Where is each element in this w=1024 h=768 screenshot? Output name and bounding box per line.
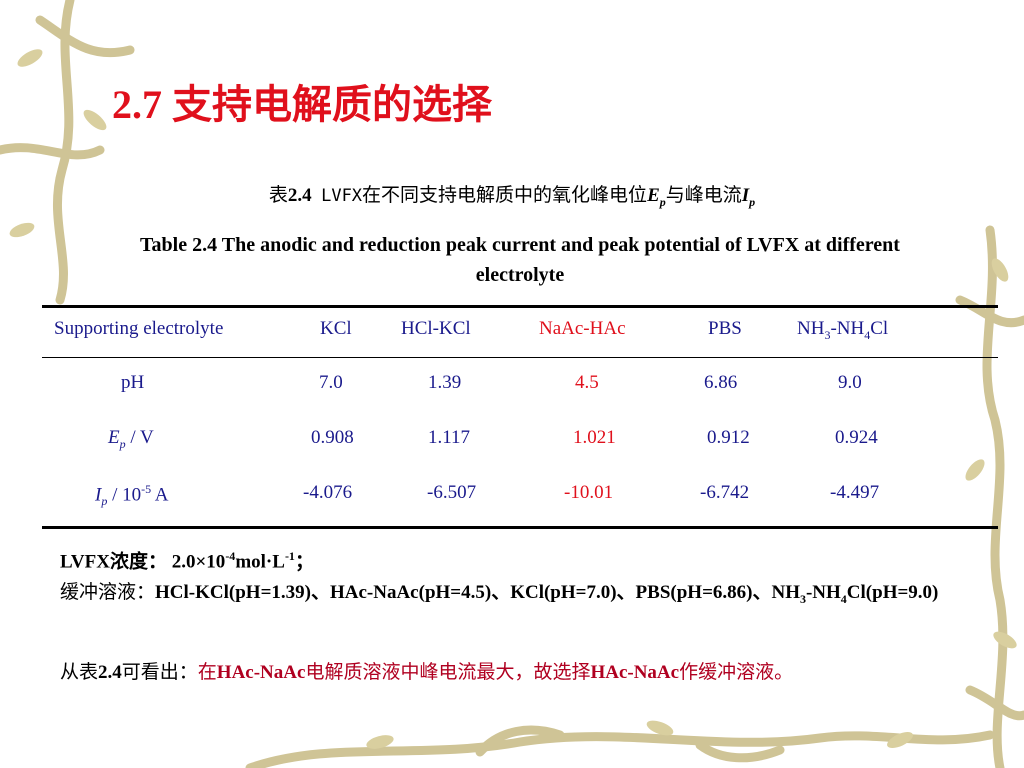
header-nh3-nh4cl: NH3-NH4Cl [797,318,888,343]
conclusion-e: 作缓冲溶液。 [679,662,794,683]
table-bottom-rule [42,526,998,529]
row-label-ip: Ip / 10-5 A [95,482,169,509]
ip-symbol: I [95,484,102,506]
caption-text-1: 在不同支持电解质中的氧化峰电位 [362,185,648,206]
ip-subscript: p [101,494,108,509]
table-caption-chinese: 表2.4 LVFX在不同支持电解质中的氧化峰电位Ep与峰电流Ip [0,180,1024,210]
buffer-list: HCl-KCl(pH=1.39)、HAc-NaAc(pH=4.5)、KCl(pH… [155,582,800,603]
header-kcl: KCl [320,318,352,339]
conclusion-lead-a: 从表 [60,662,99,683]
ip-pbs: -6.742 [700,482,750,503]
caption-ep-symbol: E [647,185,660,206]
conclusion-lead-c: 可看出： [121,662,198,683]
concentration-exponent: -4 [225,549,236,563]
header-naac-hac: NaAc-HAc [539,318,626,339]
ip-nh3-nh4cl: -4.497 [830,482,880,503]
ph-nh3-nh4cl: 9.0 [838,372,862,393]
concentration-unit-exponent: -1 [284,549,295,563]
ip-naac-hac: -10.01 [564,482,614,503]
concentration-end: ； [294,551,314,573]
ph-pbs: 6.86 [704,372,738,393]
conclusion-c: 电解质溶液中峰电流最大，故选择 [305,662,591,683]
table-header-rule [42,357,998,358]
buffer-label: 缓冲溶液： [60,582,156,603]
ep-hcl-kcl: 1.117 [428,427,471,448]
conclusion-b: HAc-NaAc [216,662,306,683]
ip-hcl-kcl: -6.507 [427,482,477,503]
ep-naac-hac: 1.021 [573,427,616,448]
caption-ep-subscript: p [659,194,666,209]
ep-nh3-nh4cl: 0.924 [835,427,878,448]
caption-subject: LVFX [321,186,363,206]
ph-hcl-kcl: 1.39 [428,372,462,393]
header-supporting-electrolyte: Supporting electrolyte [54,318,224,339]
concentration-value: 2.0×10 [171,551,226,573]
ph-naac-hac: 4.5 [575,372,599,393]
concentration-label: LVFX浓度： [60,551,167,573]
buffer-subscript-4: 4 [840,591,847,606]
table-top-rule [42,305,998,308]
ep-unit: / V [125,427,154,448]
conclusion-lead-b: 2.4 [98,662,122,683]
buffer-subscript-3: 3 [799,591,806,606]
row-label-ph: pH [121,372,145,393]
caption-prefix: 表 [268,185,288,206]
note-buffer-solutions: 缓冲溶液：HCl-KCl(pH=1.39)、HAc-NaAc(pH=4.5)、K… [60,579,1020,613]
table-caption-english: Table 2.4 The anodic and reduction peak … [140,234,900,286]
caption-ip-subscript: p [749,194,756,209]
conclusion-a: 在 [197,662,217,683]
ip-unit-base: / 10 [107,484,142,506]
buffer-nh4: -NH [805,582,841,603]
ip-kcl: -4.076 [303,482,353,503]
ep-pbs: 0.912 [707,427,750,448]
slide-title: 2.7 支持电解质的选择 [112,82,492,127]
header-pbs: PBS [708,318,742,339]
caption-text-2: 与峰电流 [665,185,742,206]
conclusion-d: HAc-NaAc [590,662,680,683]
ep-symbol: E [108,427,120,448]
ph-kcl: 7.0 [319,372,343,393]
ep-kcl: 0.908 [311,427,354,448]
note-conclusion: 从表2.4可看出：在HAc-NaAc电解质溶液中峰电流最大，故选择HAc-NaA… [60,659,990,686]
header-nh4-part: -NH [830,318,865,339]
ip-unit-exponent: -5 [141,482,152,496]
concentration-unit: mol·L [235,551,285,573]
buffer-end: Cl(pH=9.0) [846,582,939,603]
header-nh3-subscript: 3 [824,327,831,342]
header-nh3-part: NH [797,318,825,339]
caption-number: 2.4 [287,185,312,206]
ep-subscript: p [119,436,126,451]
ip-unit: A [151,484,169,506]
note-concentration: LVFX浓度： 2.0×10-4mol·L-1； [60,543,1020,575]
header-nh4-subscript: 4 [864,327,871,342]
caption-ip-symbol: I [741,185,750,206]
header-cl-part: Cl [870,318,889,339]
row-label-ep: Ep / V [108,427,154,452]
header-hcl-kcl: HCl-KCl [401,318,471,339]
